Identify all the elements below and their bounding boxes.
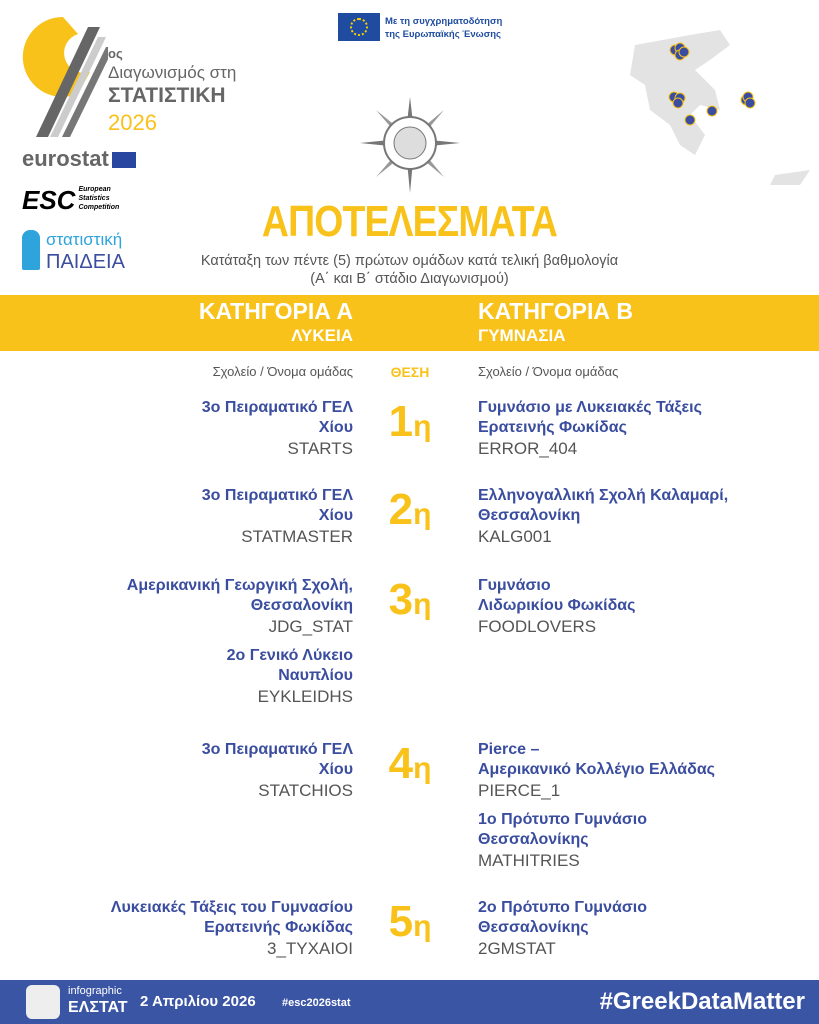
team-name: FOODLOVERS: [478, 617, 597, 636]
col-header-b: Σχολείο / Όνομα ομάδας: [478, 364, 619, 379]
school-name: 2ο Γενικό Λύκειο Ναυπλίου: [226, 647, 353, 684]
school-name: 3ο Πειραματικό ΓΕΛ Χίου: [201, 399, 353, 436]
team-name: JDG_STAT: [268, 617, 353, 636]
entries-category-b: Pierce – Αμερικανικό Κολλέγιο Ελλάδας PIE…: [478, 740, 778, 880]
school-name: Pierce – Αμερικανικό Κολλέγιο Ελλάδας: [478, 741, 715, 778]
entries-category-a: 3ο Πειραματικό ΓΕΛ Χίου STARTS: [53, 398, 353, 468]
entries-category-a: Λυκειακές Τάξεις του Γυμνασίου Ερατεινής…: [53, 898, 353, 968]
eu-flag-icon: [338, 13, 380, 41]
rank-1: 1η: [388, 397, 432, 446]
rank-5: 5η: [388, 897, 432, 946]
category-b-header: ΚΑΤΗΓΟΡΙΑ Β ΓΥΜΝΑΣΙΑ: [478, 298, 634, 345]
eu-funding-text: Με τη συγχρηματοδότηση της Ευρωπαϊκής Ένω…: [385, 16, 503, 40]
eurostat-logo: eurostat: [22, 146, 136, 172]
school-name: 3ο Πειραματικό ΓΕΛ Χίου: [201, 487, 353, 524]
team-name: PIERCE_1: [478, 781, 561, 800]
category-a-header: ΚΑΤΗΓΟΡΙΑ Α ΛΥΚΕΙΑ: [198, 298, 353, 345]
category-band: ΚΑΤΗΓΟΡΙΑ Α ΛΥΚΕΙΑ ΚΑΤΗΓΟΡΙΑ Β ΓΥΜΝΑΣΙΑ: [0, 295, 819, 351]
rank-4: 4η: [388, 739, 432, 788]
entries-category-b: Γυμνάσιο Λιδωρικίου Φωκίδας FOODLOVERS: [478, 576, 778, 646]
school-name: Ελληνογαλλική Σχολή Καλαμαρί, Θεσσαλονίκ…: [478, 487, 729, 524]
team-name: 2GMSTAT: [478, 939, 556, 958]
team-name: ERROR_404: [478, 439, 578, 458]
footer-date: 2 Απριλίου 2026: [140, 993, 256, 1010]
team-name: STARTS: [287, 439, 354, 458]
competition-title: ος Διαγωνισμός στη ΣΤΑΤΙΣΤΙΚΗ 2026: [108, 46, 237, 135]
elstat-emblem-icon: [360, 97, 460, 193]
owl-icon: [22, 230, 40, 270]
team-name: EYKLEIDHS: [257, 687, 353, 706]
team-name: MATHITRIES: [478, 851, 580, 870]
page-title: ΑΠΟΤΕΛΕΣΜΑΤΑ: [261, 197, 558, 246]
footer-hashtag-small: #esc2026stat: [282, 997, 351, 1009]
school-name: Λυκειακές Τάξεις του Γυμνασίου Ερατεινής…: [110, 899, 353, 936]
entries-category-b: Γυμνάσιο με Λυκειακές Τάξεις Ερατεινής Φ…: [478, 398, 778, 468]
team-name: 3_TYXAIOI: [267, 939, 353, 958]
paideia-logo: στατιστική ΠΑΙΔΕΙΑ: [22, 230, 125, 274]
entries-category-a: Αμερικανική Γεωργική Σχολή, Θεσσαλονίκη J…: [53, 576, 353, 716]
rank-3: 3η: [388, 575, 432, 624]
entries-category-a: 3ο Πειραματικό ΓΕΛ Χίου STATMASTER: [53, 486, 353, 556]
school-name: Αμερικανική Γεωργική Σχολή, Θεσσαλονίκη: [126, 577, 353, 614]
competition-logo: [22, 16, 108, 137]
footer-hashtag: #GreekDataMatter: [599, 988, 805, 1015]
team-name: STATCHIOS: [258, 781, 353, 800]
school-name: Γυμνάσιο Λιδωρικίου Φωκίδας: [478, 577, 636, 614]
entries-category-b: 2ο Πρότυπο Γυμνάσιο Θεσσαλονίκης 2GMSTAT: [478, 898, 778, 968]
entries-category-a: 3ο Πειραματικό ΓΕΛ Χίου STATCHIOS: [53, 740, 353, 810]
school-name: 1ο Πρότυπο Γυμνάσιο Θεσσαλονίκης: [478, 811, 647, 848]
subtitle: Κατάταξη των πέντε (5) πρώτων ομάδων κατ…: [200, 253, 619, 287]
elstat-logo-icon: [26, 985, 60, 1019]
rank-2: 2η: [388, 485, 432, 534]
greece-map: [630, 30, 810, 185]
rank-header: ΘΕΣΗ: [390, 364, 430, 380]
team-name: STATMASTER: [241, 527, 353, 546]
footer-brand: infographic ΕΛΣΤΑΤ: [68, 985, 128, 1016]
team-name: KALG001: [478, 527, 552, 546]
esc-logo: ESC European Statistics Competition: [22, 185, 120, 215]
school-name: 3ο Πειραματικό ΓΕΛ Χίου: [201, 741, 353, 778]
school-name: Γυμνάσιο με Λυκειακές Τάξεις Ερατεινής Φ…: [478, 399, 702, 436]
entries-category-b: Ελληνογαλλική Σχολή Καλαμαρί, Θεσσαλονίκ…: [478, 486, 778, 556]
col-header-a: Σχολείο / Όνομα ομάδας: [212, 364, 353, 379]
school-name: 2ο Πρότυπο Γυμνάσιο Θεσσαλονίκης: [478, 899, 647, 936]
footer: infographic ΕΛΣΤΑΤ 2 Απριλίου 2026 #esc20…: [0, 980, 819, 1024]
